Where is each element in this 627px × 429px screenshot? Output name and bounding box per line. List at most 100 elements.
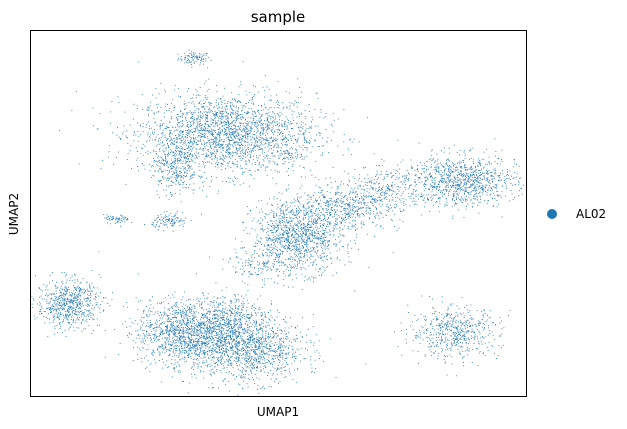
data-point bbox=[154, 227, 156, 229]
data-point bbox=[479, 182, 481, 184]
data-point bbox=[297, 234, 299, 235]
data-point bbox=[153, 222, 155, 224]
data-point bbox=[218, 131, 220, 133]
data-point bbox=[224, 132, 225, 134]
data-point bbox=[223, 99, 225, 101]
data-point bbox=[165, 156, 166, 158]
data-point bbox=[206, 124, 208, 125]
data-point bbox=[392, 193, 394, 195]
data-point bbox=[221, 130, 223, 132]
data-point bbox=[442, 165, 444, 167]
data-point bbox=[329, 197, 331, 199]
data-point bbox=[206, 96, 208, 98]
data-point bbox=[288, 258, 290, 260]
data-point bbox=[277, 81, 279, 82]
data-point bbox=[380, 187, 382, 189]
data-point bbox=[343, 203, 345, 205]
data-point bbox=[209, 139, 211, 141]
data-point bbox=[170, 139, 172, 141]
data-point bbox=[360, 203, 362, 205]
data-point bbox=[285, 201, 287, 203]
data-point bbox=[355, 197, 357, 198]
data-point bbox=[325, 237, 326, 239]
data-point bbox=[206, 121, 208, 122]
data-point bbox=[140, 124, 142, 126]
data-point bbox=[278, 171, 280, 173]
data-point bbox=[248, 213, 250, 215]
data-point bbox=[351, 209, 353, 211]
data-point bbox=[192, 112, 194, 114]
data-point bbox=[198, 149, 200, 151]
data-point bbox=[318, 191, 320, 193]
data-point bbox=[277, 144, 279, 146]
data-point bbox=[300, 225, 302, 227]
data-point bbox=[250, 130, 252, 132]
data-point bbox=[242, 129, 244, 131]
data-point bbox=[329, 241, 331, 242]
data-point bbox=[267, 221, 268, 223]
data-point bbox=[245, 138, 247, 140]
data-point bbox=[286, 205, 288, 207]
data-point bbox=[243, 134, 245, 136]
data-point bbox=[229, 133, 231, 135]
data-point bbox=[306, 247, 308, 249]
data-point bbox=[243, 128, 245, 130]
data-point bbox=[308, 224, 310, 225]
data-point bbox=[301, 242, 302, 244]
data-point bbox=[153, 219, 155, 221]
data-point bbox=[304, 241, 305, 243]
data-point bbox=[251, 124, 253, 126]
data-point bbox=[188, 142, 190, 144]
data-point bbox=[487, 177, 489, 179]
data-point bbox=[276, 231, 277, 233]
data-point bbox=[347, 204, 348, 206]
data-point bbox=[143, 164, 145, 166]
data-point bbox=[200, 177, 201, 179]
data-point bbox=[135, 147, 137, 149]
data-point bbox=[277, 138, 279, 140]
data-point bbox=[311, 218, 313, 220]
data-point bbox=[297, 127, 299, 129]
data-point bbox=[153, 118, 155, 120]
data-point bbox=[283, 162, 285, 164]
data-point bbox=[161, 157, 163, 159]
data-point bbox=[307, 194, 308, 196]
data-point bbox=[281, 125, 283, 127]
data-point bbox=[167, 143, 168, 145]
data-point bbox=[317, 231, 319, 233]
data-point bbox=[199, 111, 201, 113]
data-point bbox=[121, 217, 123, 219]
data-point bbox=[205, 60, 207, 62]
data-point bbox=[391, 194, 392, 196]
data-point bbox=[214, 166, 216, 168]
data-point bbox=[359, 213, 361, 215]
data-point bbox=[246, 128, 248, 130]
data-point bbox=[350, 138, 351, 140]
data-point bbox=[269, 158, 271, 159]
data-point bbox=[163, 224, 165, 226]
data-point bbox=[385, 185, 387, 187]
data-point bbox=[225, 133, 227, 135]
data-point bbox=[216, 144, 218, 146]
data-point bbox=[187, 139, 189, 141]
data-point bbox=[329, 177, 331, 179]
data-point bbox=[263, 139, 265, 141]
data-point bbox=[266, 139, 268, 141]
data-point bbox=[296, 213, 298, 215]
data-point bbox=[327, 241, 329, 242]
data-point bbox=[269, 107, 271, 109]
data-point bbox=[230, 154, 232, 155]
data-point bbox=[131, 167, 132, 169]
data-point bbox=[345, 208, 347, 210]
data-point bbox=[291, 114, 293, 116]
data-point bbox=[108, 217, 110, 219]
data-point bbox=[191, 64, 192, 65]
data-point bbox=[292, 157, 294, 159]
data-point bbox=[337, 145, 339, 147]
data-point bbox=[175, 162, 177, 164]
data-point bbox=[275, 117, 277, 119]
data-point bbox=[301, 256, 303, 258]
data-point bbox=[205, 129, 207, 131]
data-point bbox=[176, 167, 178, 169]
data-point bbox=[259, 162, 261, 163]
